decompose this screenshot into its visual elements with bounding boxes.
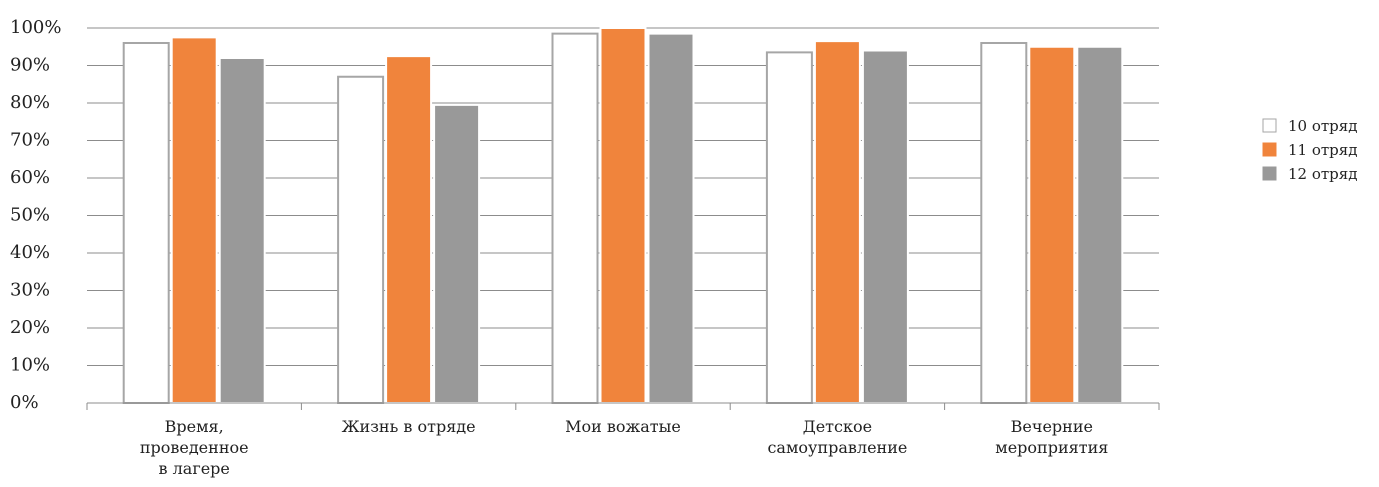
y-tick-label: 40% [10,242,50,263]
legend-swatch [1262,118,1277,133]
bar [1076,45,1124,404]
bar [337,75,385,404]
x-tick-label: Детское самоуправление [767,417,907,457]
bar [765,51,813,404]
legend-label: 12 отряд [1288,165,1358,183]
bar [122,42,170,404]
y-tick-label: 50% [10,205,50,226]
y-tick-label: 30% [10,280,50,301]
bar [433,103,481,404]
bar [599,27,647,404]
bar [551,32,599,404]
y-tick-label: 60% [10,167,50,188]
y-tick-label: 100% [10,17,61,38]
x-tick-label: Мои вожатые [565,417,681,436]
bar [1028,45,1076,404]
bar [647,32,695,404]
legend-label: 11 отряд [1288,141,1358,159]
bar [861,49,909,404]
legend-label: 10 отряд [1288,117,1358,135]
x-axis [86,402,1160,410]
y-tick-label: 80% [10,92,50,113]
bar [218,57,266,404]
y-tick-label: 90% [10,55,50,76]
y-tick-label: 0% [10,392,39,413]
bar [813,40,861,404]
legend-swatch [1262,166,1277,181]
y-tick-label: 70% [10,130,50,151]
legend: 10 отряд 11 отряд 12 отряд [1262,117,1358,183]
x-tick-label: Время, проведенное в лагере [140,417,249,478]
y-axis-tick-labels: 0% 10% 20% 30% 40% 50% 60% 70% 80% 90% 100% [10,17,61,413]
x-tick-label: Жизнь в отряде [342,417,476,436]
x-axis-tick-labels: Время, проведенное в лагере Жизнь в отряде М… [140,417,1109,478]
bar [385,55,433,404]
bar [980,42,1028,404]
x-tick-label: Вечерние мероприятия [995,417,1108,457]
y-tick-label: 20% [10,317,50,338]
legend-swatch [1262,142,1277,157]
y-tick-label: 10% [10,355,50,376]
bar [170,36,218,404]
